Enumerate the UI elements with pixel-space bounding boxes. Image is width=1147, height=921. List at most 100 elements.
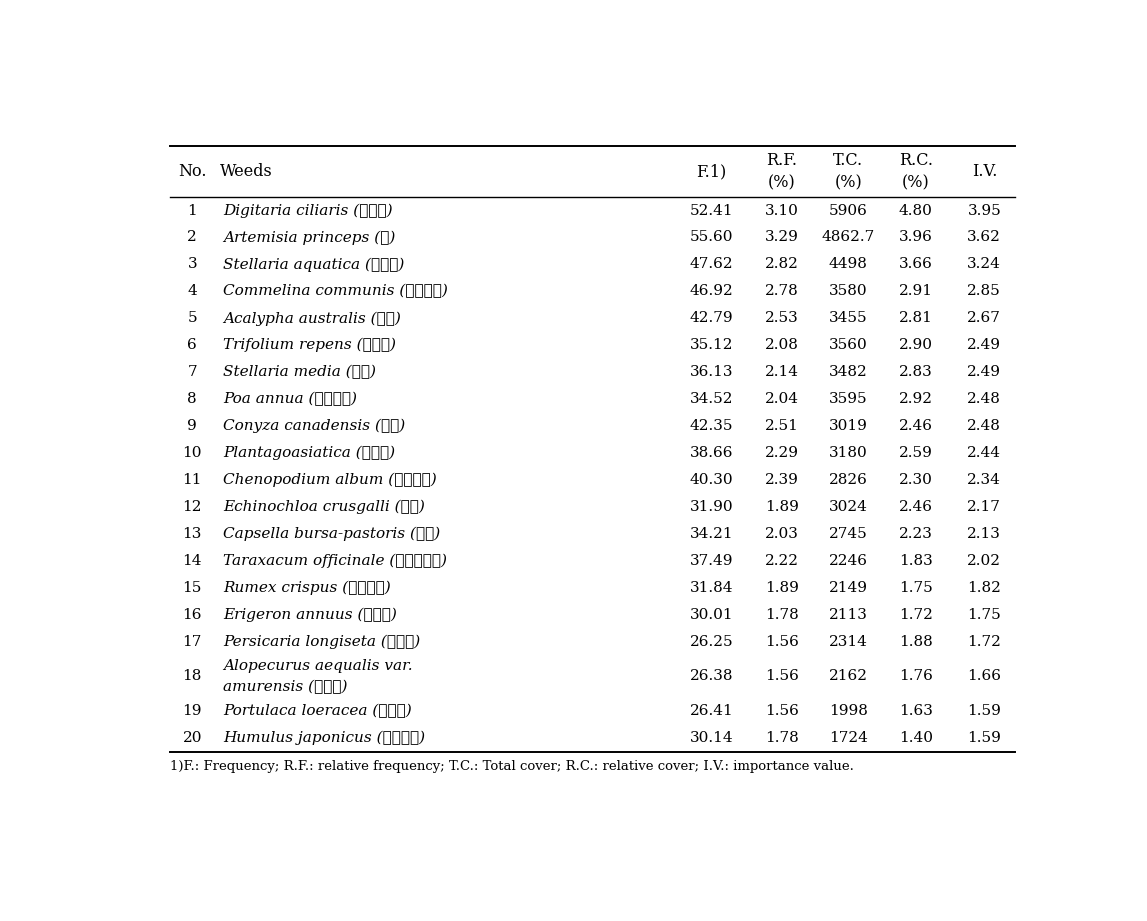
Text: 3.62: 3.62 [967,230,1001,244]
Text: 2.34: 2.34 [967,473,1001,487]
Text: 1.56: 1.56 [765,635,798,648]
Text: 46.92: 46.92 [689,285,733,298]
Text: 2.59: 2.59 [899,446,933,460]
Text: 13: 13 [182,527,202,541]
Text: 3: 3 [187,257,197,272]
Text: I.V.: I.V. [972,163,997,180]
Text: 1.72: 1.72 [899,608,933,622]
Text: 2.04: 2.04 [765,392,798,406]
Text: 4862.7: 4862.7 [821,230,875,244]
Text: 2.51: 2.51 [765,419,798,433]
Text: 1.59: 1.59 [967,705,1001,718]
Text: 1724: 1724 [829,731,868,745]
Text: 37.49: 37.49 [689,554,733,568]
Text: Rumex crispus (소리쟱이): Rumex crispus (소리쟱이) [224,580,391,595]
Text: 1.72: 1.72 [967,635,1001,648]
Text: 1.89: 1.89 [765,581,798,595]
Text: 14: 14 [182,554,202,568]
Text: 9: 9 [187,419,197,433]
Text: 1.82: 1.82 [967,581,1001,595]
Text: 26.38: 26.38 [689,670,733,683]
Text: 3.10: 3.10 [765,204,798,217]
Text: 3019: 3019 [829,419,868,433]
Text: 30.01: 30.01 [689,608,733,622]
Text: 1.78: 1.78 [765,731,798,745]
Text: Poa annua (새포아풀): Poa annua (새포아풀) [224,392,358,406]
Text: 1.83: 1.83 [899,554,933,568]
Text: 2246: 2246 [829,554,868,568]
Text: 2.83: 2.83 [899,366,933,379]
Text: 2.78: 2.78 [765,285,798,298]
Text: 26.25: 26.25 [689,635,733,648]
Text: 2.90: 2.90 [899,338,933,352]
Text: 1.63: 1.63 [899,705,933,718]
Text: (%): (%) [767,174,796,192]
Text: 3.24: 3.24 [967,257,1001,272]
Text: 40.30: 40.30 [689,473,733,487]
Text: amurensis (똑새풀): amurensis (똑새풀) [224,680,348,694]
Text: 3024: 3024 [829,500,868,514]
Text: 55.60: 55.60 [689,230,733,244]
Text: Conyza canadensis (망초): Conyza canadensis (망초) [224,419,406,433]
Text: 1.66: 1.66 [967,670,1001,683]
Text: 42.35: 42.35 [689,419,733,433]
Text: 7: 7 [187,366,197,379]
Text: 2: 2 [187,230,197,244]
Text: 2.46: 2.46 [899,500,933,514]
Text: Trifolium repens (토끼풀): Trifolium repens (토끼풀) [224,338,397,353]
Text: 2.85: 2.85 [967,285,1001,298]
Text: (%): (%) [902,174,930,192]
Text: 34.52: 34.52 [689,392,733,406]
Text: F.1): F.1) [696,163,726,180]
Text: 35.12: 35.12 [689,338,733,352]
Text: 2162: 2162 [829,670,868,683]
Text: 3.95: 3.95 [967,204,1001,217]
Text: 6: 6 [187,338,197,352]
Text: (%): (%) [834,174,863,192]
Text: Taraxacum officinale (서양민들레): Taraxacum officinale (서양민들레) [224,554,447,568]
Text: 1.88: 1.88 [899,635,933,648]
Text: 3180: 3180 [829,446,867,460]
Text: 3.66: 3.66 [899,257,933,272]
Text: 52.41: 52.41 [689,204,733,217]
Text: 4: 4 [187,285,197,298]
Text: Stellaria aquatica (쓰별꽃): Stellaria aquatica (쓰별꽃) [224,257,405,272]
Text: 1.89: 1.89 [765,500,798,514]
Text: 42.79: 42.79 [689,311,733,325]
Text: Artemisia princeps (숙): Artemisia princeps (숙) [224,230,396,245]
Text: 3595: 3595 [829,392,867,406]
Text: 1.56: 1.56 [765,670,798,683]
Text: 2.08: 2.08 [765,338,798,352]
Text: 1.56: 1.56 [765,705,798,718]
Text: 2.02: 2.02 [967,554,1001,568]
Text: 2.14: 2.14 [765,366,798,379]
Text: Chenopodium album (흰명아주): Chenopodium album (흰명아주) [224,472,437,487]
Text: 2.29: 2.29 [765,446,798,460]
Text: 2.03: 2.03 [765,527,798,541]
Text: No.: No. [178,163,206,180]
Text: 3.29: 3.29 [765,230,798,244]
Text: 2745: 2745 [829,527,867,541]
Text: Weeds: Weeds [220,163,273,180]
Text: 1998: 1998 [829,705,868,718]
Text: Humulus japonicus (환삼덩굴): Humulus japonicus (환삼덩굴) [224,731,426,745]
Text: 2.46: 2.46 [899,419,933,433]
Text: 1)F.: Frequency; R.F.: relative frequency; T.C.: Total cover; R.C.: relative cov: 1)F.: Frequency; R.F.: relative frequenc… [170,760,853,773]
Text: 47.62: 47.62 [689,257,733,272]
Text: 2826: 2826 [829,473,868,487]
Text: 3482: 3482 [829,366,867,379]
Text: 10: 10 [182,446,202,460]
Text: 2.48: 2.48 [967,392,1001,406]
Text: Digitaria ciliaris (바랙이): Digitaria ciliaris (바랙이) [224,204,393,217]
Text: 3580: 3580 [829,285,867,298]
Text: 26.41: 26.41 [689,705,733,718]
Text: 34.21: 34.21 [689,527,733,541]
Text: 2.13: 2.13 [967,527,1001,541]
Text: 20: 20 [182,731,202,745]
Text: Portulaca loeracea (쥐비름): Portulaca loeracea (쥐비름) [224,704,412,718]
Text: Capsella bursa-pastoris (냉이): Capsella bursa-pastoris (냉이) [224,527,440,542]
Text: 12: 12 [182,500,202,514]
Text: 3560: 3560 [829,338,867,352]
Text: 2.82: 2.82 [765,257,798,272]
Text: 4.80: 4.80 [899,204,933,217]
